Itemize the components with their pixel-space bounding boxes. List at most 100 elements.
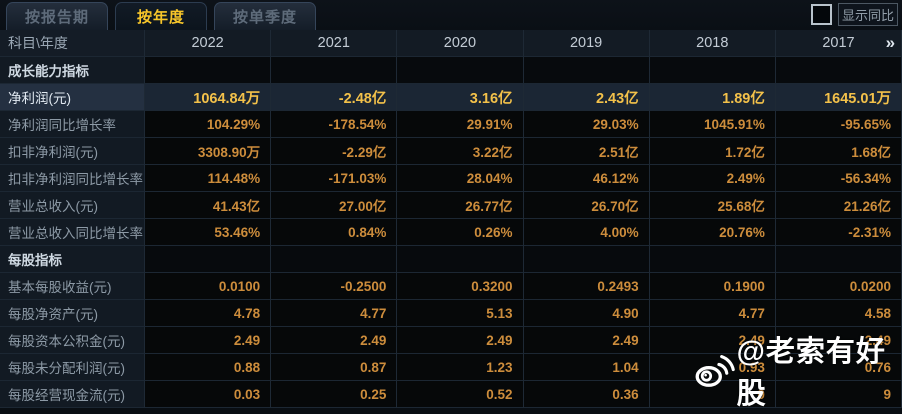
- table-body: 成长能力指标 净利润(元) 1064.84万 -2.48亿 3.16亿 2.43亿 1.89…: [0, 57, 902, 408]
- cell-value: 20.76%: [649, 219, 776, 246]
- row-label: 营业总收入同比增长率: [0, 219, 145, 246]
- row-label: 每股资本公积金(元): [0, 327, 145, 354]
- cell-value: 1645.01万: [775, 84, 902, 111]
- cell-value: 0.76: [775, 354, 902, 381]
- cell-value: 4.58: [775, 300, 902, 327]
- row-label: 营业总收入(元): [0, 192, 145, 219]
- cell-value: 25.68亿: [649, 192, 776, 219]
- cell-value: 4.90: [523, 300, 650, 327]
- cell-value: -2.48亿: [271, 84, 398, 111]
- cell-value: 0.2493: [523, 273, 650, 300]
- cell-value: 0.36: [523, 381, 650, 408]
- financial-table: 科目\年度 2022 2021 2020 2019 2018 2017» 成长能力指标 净利…: [0, 30, 902, 414]
- cell-value: 2.49: [397, 327, 524, 354]
- table-row[interactable]: 每股资本公积金(元) 2.49 2.49 2.49 2.49 2.49 2.49: [0, 327, 902, 354]
- cell-value: -0.2500: [271, 273, 398, 300]
- table-row[interactable]: 每股指标: [0, 246, 902, 273]
- year-column-header: 2018: [649, 30, 776, 57]
- cell-value: [775, 57, 902, 84]
- cell-value: 0.25: [271, 381, 398, 408]
- cell-value: 2.51亿: [523, 138, 650, 165]
- cell-value: [775, 246, 902, 273]
- cell-value: 2.43亿: [523, 84, 650, 111]
- cell-value: 0: [649, 381, 776, 408]
- cell-value: [271, 246, 398, 273]
- cell-value: 2.49: [775, 327, 902, 354]
- cell-value: 3.22亿: [397, 138, 524, 165]
- cell-value: 4.77: [271, 300, 398, 327]
- year-column-header: 2021: [271, 30, 398, 57]
- cell-value: 2.49: [523, 327, 650, 354]
- table-row[interactable]: 每股净资产(元) 4.78 4.77 5.13 4.90 4.77 4.58: [0, 300, 902, 327]
- cell-value: 0.52: [397, 381, 524, 408]
- cell-value: -178.54%: [271, 111, 398, 138]
- year-column-header: 2019: [523, 30, 650, 57]
- cell-value: 2.49: [271, 327, 398, 354]
- cell-value: 0.84%: [271, 219, 398, 246]
- cell-value: 2.49%: [649, 165, 776, 192]
- row-label: 净利润(元): [0, 84, 145, 111]
- table-row[interactable]: 净利润(元) 1064.84万 -2.48亿 3.16亿 2.43亿 1.89亿 1645.…: [0, 84, 902, 111]
- row-label: 扣非净利润同比增长率: [0, 165, 145, 192]
- cell-value: [397, 246, 524, 273]
- table-row[interactable]: 营业总收入同比增长率 53.46% 0.84% 0.26% 4.00% 20.76% -2.…: [0, 219, 902, 246]
- year-column-header: 2020: [397, 30, 524, 57]
- cell-value: 1.68亿: [775, 138, 902, 165]
- cell-value: 5.13: [397, 300, 524, 327]
- row-label: 净利润同比增长率: [0, 111, 145, 138]
- tab-1-active[interactable]: 按年度: [115, 2, 208, 30]
- table-row[interactable]: 每股经营现金流(元) 0.03 0.25 0.52 0.36 0 9: [0, 381, 902, 408]
- cell-value: 0.87: [271, 354, 398, 381]
- cell-value: 1.04: [523, 354, 650, 381]
- year-column-header: 2017»: [775, 30, 902, 57]
- cell-value: 0.88: [145, 354, 272, 381]
- table-row[interactable]: 基本每股收益(元) 0.0100 -0.2500 0.3200 0.2493 0.1900…: [0, 273, 902, 300]
- cell-value: [523, 246, 650, 273]
- table-row[interactable]: 成长能力指标: [0, 57, 902, 84]
- cell-value: 9: [775, 381, 902, 408]
- table-row[interactable]: 扣非净利润同比增长率 114.48% -171.03% 28.04% 46.12% 2.4…: [0, 165, 902, 192]
- cell-value: [397, 57, 524, 84]
- row-label: 扣非净利润(元): [0, 138, 145, 165]
- year-column-header: 2022: [145, 30, 272, 57]
- cell-value: 3308.90万: [145, 138, 272, 165]
- cell-value: 0.93: [649, 354, 776, 381]
- cell-value: [649, 246, 776, 273]
- cell-value: 53.46%: [145, 219, 272, 246]
- cell-value: [271, 57, 398, 84]
- cell-value: 3.16亿: [397, 84, 524, 111]
- show-yoy-button[interactable]: 显示同比: [838, 3, 898, 26]
- row-label: 每股经营现金流(元): [0, 381, 145, 408]
- cell-value: 1.89亿: [649, 84, 776, 111]
- cell-value: [145, 57, 272, 84]
- cell-value: 0.1900: [649, 273, 776, 300]
- cell-value: 1.72亿: [649, 138, 776, 165]
- cell-value: 104.29%: [145, 111, 272, 138]
- row-label: 基本每股收益(元): [0, 273, 145, 300]
- table-row[interactable]: 扣非净利润(元) 3308.90万 -2.29亿 3.22亿 2.51亿 1.72亿 1.6…: [0, 138, 902, 165]
- cell-value: 114.48%: [145, 165, 272, 192]
- period-tab-bar: 按报告期 按年度 按单季度 显示同比: [0, 0, 902, 30]
- row-label: 每股净资产(元): [0, 300, 145, 327]
- table-row[interactable]: 营业总收入(元) 41.43亿 27.00亿 26.77亿 26.70亿 25.68亿 21…: [0, 192, 902, 219]
- cell-value: 0.03: [145, 381, 272, 408]
- cell-value: -56.34%: [775, 165, 902, 192]
- more-columns-icon[interactable]: »: [885, 33, 896, 52]
- cell-value: 2.49: [145, 327, 272, 354]
- tab-0[interactable]: 按报告期: [6, 2, 109, 30]
- tab-2[interactable]: 按单季度: [214, 2, 317, 30]
- cell-value: [145, 246, 272, 273]
- cell-value: [649, 57, 776, 84]
- cell-value: 2.49: [649, 327, 776, 354]
- table-row[interactable]: 净利润同比增长率 104.29% -178.54% 29.91% 29.03% 1045.…: [0, 111, 902, 138]
- cell-value: 26.77亿: [397, 192, 524, 219]
- row-label: 每股指标: [0, 246, 145, 273]
- cell-value: 0.0100: [145, 273, 272, 300]
- table-row[interactable]: 每股未分配利润(元) 0.88 0.87 1.23 1.04 0.93 0.76: [0, 354, 902, 381]
- cell-value: 26.70亿: [523, 192, 650, 219]
- show-yoy-checkbox[interactable]: [811, 4, 832, 25]
- cell-value: 4.00%: [523, 219, 650, 246]
- table-bottom-strip: [0, 408, 902, 414]
- cell-value: 1045.91%: [649, 111, 776, 138]
- row-label: 每股未分配利润(元): [0, 354, 145, 381]
